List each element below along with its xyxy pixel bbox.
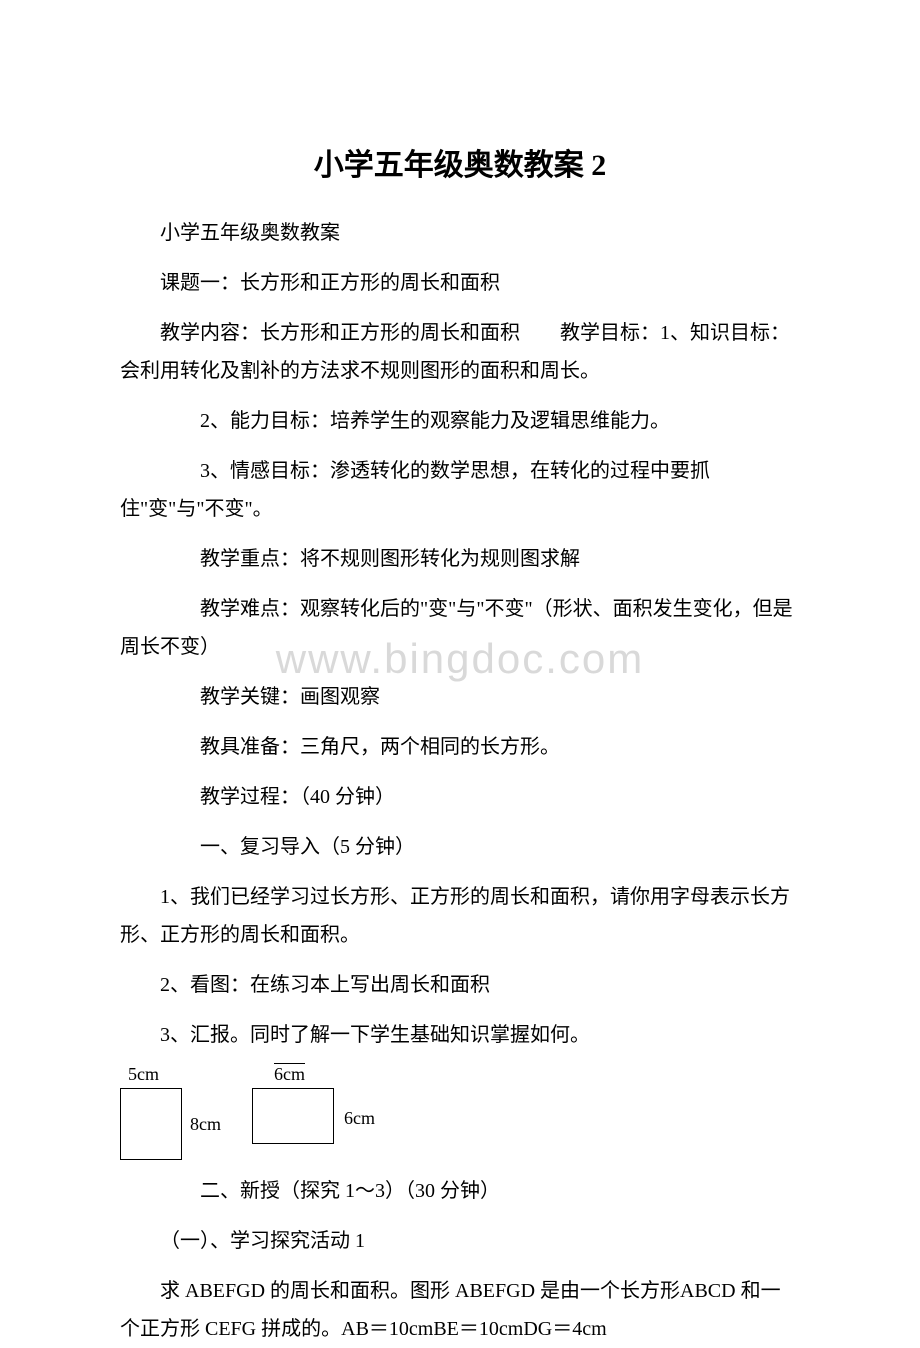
document-content: 小学五年级奥数教案 2 小学五年级奥数教案 课题一：长方形和正方形的周长和面积 … <box>120 140 800 1348</box>
para-item1: 1、我们已经学习过长方形、正方形的周长和面积，请你用字母表示长方形、正方形的周长… <box>120 878 800 954</box>
para-section1: 一、复习导入（5 分钟） <box>120 828 800 866</box>
document-title: 小学五年级奥数教案 2 <box>120 140 800 184</box>
para-activity1: （一）、学习探究活动 1 <box>120 1222 800 1260</box>
rectangle-2-block: 6cm 6cm <box>252 1066 334 1144</box>
para-topic: 课题一：长方形和正方形的周长和面积 <box>120 264 800 302</box>
rectangle-1 <box>120 1088 182 1160</box>
para-process: 教学过程：（40 分钟） <box>120 778 800 816</box>
para-section2: 二、新授（探究 1～3）（30 分钟） <box>120 1172 800 1210</box>
rectangle-1-block: 5cm 8cm <box>120 1066 182 1160</box>
para-tools: 教具准备：三角尺，两个相同的长方形。 <box>120 728 800 766</box>
para-goals: 教学内容：长方形和正方形的周长和面积 教学目标：1、知识目标：会利用转化及割补的… <box>120 314 800 390</box>
rect2-side-label: 6cm <box>344 1108 375 1129</box>
para-focus: 教学重点：将不规则图形转化为规则图求解 <box>120 540 800 578</box>
para-key: 教学关键：画图观察 <box>120 678 800 716</box>
para-problem: 求 ABEFGD 的周长和面积。图形 ABEFGD 是由一个长方形ABCD 和一… <box>120 1272 800 1348</box>
para-item3: 3、汇报。同时了解一下学生基础知识掌握如何。 <box>120 1016 800 1054</box>
para-item2: 2、看图：在练习本上写出周长和面积 <box>120 966 800 1004</box>
diagram-row: 5cm 8cm 6cm 6cm <box>120 1066 800 1160</box>
rect2-top-label: 6cm <box>274 1064 305 1085</box>
rectangle-2 <box>252 1088 334 1144</box>
para-difficulty: 教学难点：观察转化后的"变"与"不变"（形状、面积发生变化，但是周长不变） <box>120 590 800 666</box>
rect1-side-label: 8cm <box>190 1114 221 1135</box>
para-goal2: 2、能力目标：培养学生的观察能力及逻辑思维能力。 <box>120 402 800 440</box>
rect1-top-label: 5cm <box>128 1064 159 1085</box>
para-subtitle: 小学五年级奥数教案 <box>120 214 800 252</box>
para-goal3: 3、情感目标：渗透转化的数学思想，在转化的过程中要抓住"变"与"不变"。 <box>120 452 800 528</box>
